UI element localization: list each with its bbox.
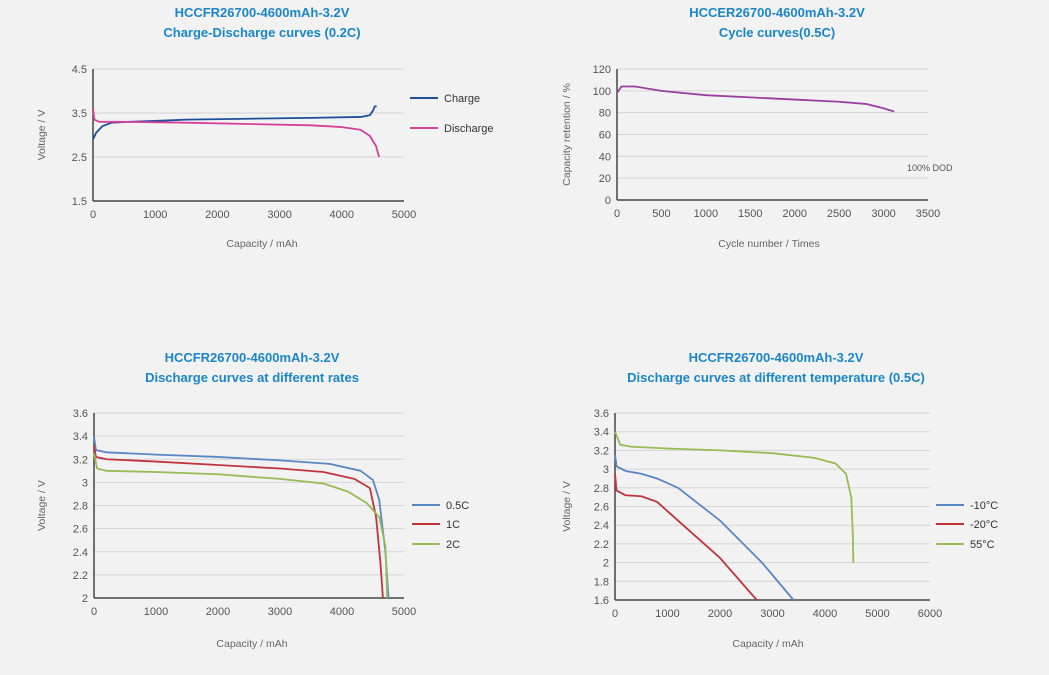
series-line-0.5C	[93, 436, 390, 599]
x-tick-label: 1000	[143, 209, 167, 221]
y-tick-label: 1.8	[594, 576, 609, 588]
y-tick-label: 3.5	[72, 108, 87, 120]
y-axis-label: Voltage / V	[36, 480, 48, 531]
x-tick-label: 4000	[330, 209, 354, 221]
chart-title: Charge-Discharge curves (0.2C)	[163, 25, 360, 40]
y-tick-label: 2.4	[594, 520, 609, 532]
y-tick-label: 4.5	[72, 64, 87, 76]
y-tick-label: 3.6	[73, 408, 88, 420]
series-line-Cycle	[616, 85, 895, 113]
series-line-Discharge	[92, 108, 380, 158]
y-tick-label: 2	[603, 558, 609, 570]
y-tick-label: 2.2	[73, 570, 88, 582]
x-tick-label: 5000	[392, 606, 416, 618]
y-tick-label: 3.2	[73, 454, 88, 466]
y-tick-label: 120	[593, 64, 611, 76]
x-tick-label: 6000	[918, 608, 942, 620]
legend-label: 1C	[446, 519, 460, 531]
y-axis-label: Capacity retention / %	[561, 83, 573, 186]
legend-label: -10°C	[970, 500, 998, 512]
y-tick-label: 80	[599, 108, 611, 120]
x-axis-label: Cycle number / Times	[718, 238, 820, 250]
series-line--20°C	[614, 473, 758, 601]
series-line-1C	[93, 445, 384, 599]
x-tick-label: 0	[91, 606, 97, 618]
y-tick-label: 2.6	[594, 502, 609, 514]
y-tick-label: 1.6	[594, 595, 609, 607]
x-tick-label: 5000	[392, 209, 416, 221]
x-tick-label: 0	[612, 608, 618, 620]
x-tick-label: 0	[90, 209, 96, 221]
y-tick-label: 2.8	[73, 501, 88, 513]
x-tick-label: 2000	[206, 606, 230, 618]
x-axis-label: Capacity / mAh	[732, 638, 803, 650]
x-tick-label: 0	[614, 208, 620, 220]
y-tick-label: 3	[82, 477, 88, 489]
chart-3: HCCFR26700-4600mAh-3.2V Discharge curves …	[36, 350, 469, 650]
y-tick-label: 2.2	[594, 539, 609, 551]
y-tick-label: 2.4	[73, 547, 88, 559]
legend-label: -20°C	[970, 519, 998, 531]
y-tick-label: 3.2	[594, 445, 609, 457]
y-tick-label: 2	[82, 593, 88, 605]
chart-title: HCCFR26700-4600mAh-3.2V	[165, 350, 340, 365]
y-tick-label: 2.5	[72, 152, 87, 164]
y-tick-label: 20	[599, 173, 611, 185]
x-tick-label: 2500	[827, 208, 851, 220]
x-tick-label: 1000	[694, 208, 718, 220]
series-line--10°C	[614, 454, 795, 601]
y-tick-label: 40	[599, 151, 611, 163]
x-tick-label: 1000	[655, 608, 679, 620]
y-tick-label: 1.5	[72, 196, 87, 208]
chart-title: Discharge curves at different rates	[145, 370, 359, 385]
x-tick-label: 3000	[871, 208, 895, 220]
chart-title: Discharge curves at different temperatur…	[627, 370, 925, 385]
x-tick-label: 1000	[144, 606, 168, 618]
series-line-2C	[93, 453, 389, 599]
x-tick-label: 3500	[916, 208, 940, 220]
x-tick-label: 3000	[268, 606, 292, 618]
x-tick-label: 1500	[738, 208, 762, 220]
y-axis-label: Voltage / V	[561, 481, 573, 532]
y-tick-label: 3	[603, 464, 609, 476]
y-tick-label: 100	[593, 86, 611, 98]
x-tick-label: 3000	[760, 608, 784, 620]
x-axis-label: Capacity / mAh	[226, 238, 297, 250]
chart-1: HCCFR26700-4600mAh-3.2V Charge-Discharge …	[36, 5, 494, 250]
chart-title: Cycle curves(0.5C)	[719, 25, 835, 40]
x-tick-label: 2000	[205, 209, 229, 221]
x-tick-label: 4000	[813, 608, 837, 620]
chart-title: HCCFR26700-4600mAh-3.2V	[175, 5, 350, 20]
y-axis-label: Voltage / V	[36, 110, 48, 161]
x-axis-label: Capacity / mAh	[216, 638, 287, 650]
x-tick-label: 5000	[865, 608, 889, 620]
chart-title: HCCER26700-4600mAh-3.2V	[689, 5, 865, 20]
legend-label: 55°C	[970, 539, 995, 551]
y-tick-label: 3.4	[73, 431, 88, 443]
y-tick-label: 3.4	[594, 427, 609, 439]
x-tick-label: 2000	[708, 608, 732, 620]
chart-2: HCCER26700-4600mAh-3.2V Cycle curves(0.5C…	[561, 5, 953, 250]
series-line-55°C	[614, 431, 855, 563]
x-tick-label: 3000	[267, 209, 291, 221]
y-tick-label: 2.6	[73, 524, 88, 536]
legend-label: Charge	[444, 93, 480, 105]
series-line-Charge	[92, 105, 377, 140]
chart-title: HCCFR26700-4600mAh-3.2V	[689, 350, 864, 365]
y-tick-label: 3.6	[594, 408, 609, 420]
annotation: 100% DOD	[907, 163, 953, 173]
y-tick-label: 2.8	[594, 483, 609, 495]
y-tick-label: 0	[605, 195, 611, 207]
x-tick-label: 500	[652, 208, 670, 220]
y-tick-label: 60	[599, 130, 611, 142]
x-tick-label: 2000	[782, 208, 806, 220]
chart-4: HCCFR26700-4600mAh-3.2V Discharge curves …	[561, 350, 998, 650]
legend-label: 0.5C	[446, 500, 469, 512]
legend-label: 2C	[446, 539, 460, 551]
legend-label: Discharge	[444, 123, 494, 135]
x-tick-label: 4000	[330, 606, 354, 618]
